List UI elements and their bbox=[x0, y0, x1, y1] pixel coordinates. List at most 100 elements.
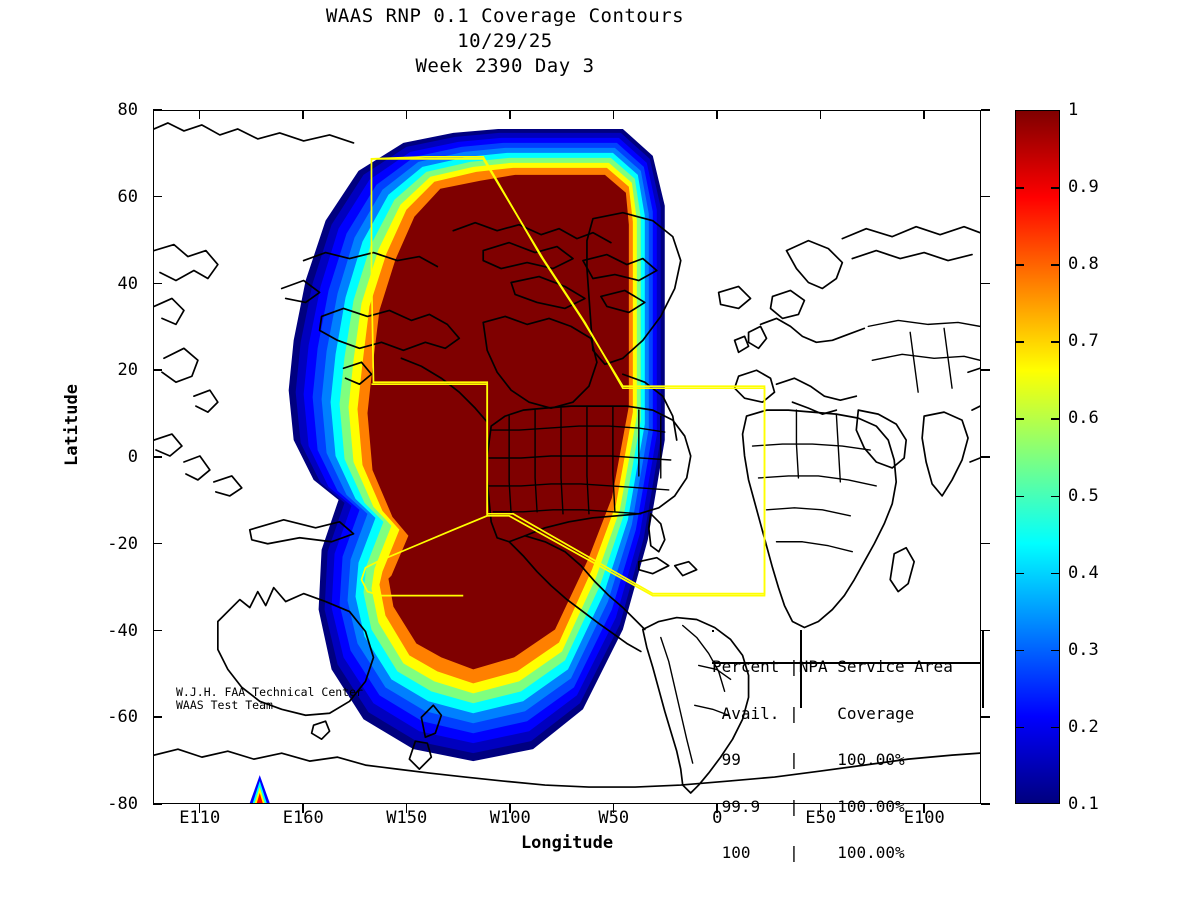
colorbar-tick-mark bbox=[1051, 264, 1059, 266]
colorbar-tick-mark bbox=[1016, 341, 1024, 343]
y-tick-mark bbox=[153, 542, 162, 545]
x-tick-mark-top bbox=[405, 110, 408, 119]
x-tick-label: W100 bbox=[489, 808, 531, 828]
x-tick-mark bbox=[302, 804, 304, 813]
colorbar-tick-label: 0.1 bbox=[1068, 794, 1099, 814]
npa-table-row: 100 | 100.00% bbox=[712, 843, 944, 862]
y-axis-title: Latitude bbox=[62, 384, 82, 466]
title-line-1: WAAS RNP 0.1 Coverage Contours bbox=[325, 5, 685, 27]
y-tick-mark bbox=[153, 109, 162, 111]
colorbar-tick-mark bbox=[1016, 726, 1024, 729]
colorbar bbox=[1015, 110, 1060, 804]
x-tick-mark bbox=[198, 804, 201, 813]
npa-service-area-table: Percent |NPA Service Area Avail. | Cover… bbox=[712, 628, 953, 876]
colorbar-tick-mark bbox=[1051, 418, 1059, 421]
y-tick-label: 20 bbox=[117, 360, 138, 381]
y-tick-mark bbox=[153, 803, 162, 805]
x-tick-mark bbox=[509, 804, 511, 813]
npa-table-header-row-2: Avail. | Coverage bbox=[712, 703, 953, 723]
map-plot-area bbox=[153, 110, 981, 804]
y-tick-label: -80 bbox=[107, 794, 138, 814]
colorbar-tick-label: 0.7 bbox=[1068, 331, 1099, 352]
y-tick-mark-right bbox=[981, 716, 990, 718]
polar-contour-artifact bbox=[249, 775, 270, 803]
colorbar-tick-label: 0.3 bbox=[1068, 639, 1099, 660]
chart-title-block: WAAS RNP 0.1 Coverage Contours 10/29/25 … bbox=[0, 4, 1010, 79]
coastlines bbox=[154, 122, 980, 794]
colorbar-tick-mark bbox=[1016, 572, 1024, 575]
x-tick-mark bbox=[612, 804, 615, 813]
x-tick-label: E100 bbox=[903, 808, 945, 828]
world-map-svg bbox=[154, 122, 980, 803]
y-tick-mark bbox=[153, 716, 162, 718]
colorbar-tick-label: 0.4 bbox=[1068, 562, 1099, 583]
colorbar-tick-mark bbox=[1051, 572, 1059, 575]
colorbar-gradient bbox=[1016, 111, 1059, 803]
y-tick-label: -60 bbox=[107, 707, 138, 728]
colorbar-tick-label: 0.8 bbox=[1068, 254, 1099, 275]
colorbar-tick-label: 0.2 bbox=[1068, 716, 1099, 737]
title-line-3: Week 2390 Day 3 bbox=[415, 55, 595, 77]
colorbar-tick-mark bbox=[1051, 187, 1059, 189]
y-tick-mark bbox=[153, 195, 162, 198]
x-tick-mark-top bbox=[509, 110, 511, 119]
colorbar-tick-label: 0.5 bbox=[1068, 485, 1099, 506]
x-tick-label: E160 bbox=[282, 808, 324, 828]
credit-line-2: WAAS Test Team bbox=[176, 698, 273, 712]
y-tick-mark bbox=[153, 629, 162, 632]
x-tick-mark-top bbox=[302, 110, 304, 119]
y-tick-mark-right bbox=[981, 109, 990, 111]
x-tick-label: 0 bbox=[712, 808, 723, 828]
colorbar-tick-mark bbox=[1051, 726, 1059, 729]
y-tick-mark-right bbox=[981, 369, 990, 371]
x-tick-mark-top bbox=[198, 110, 201, 119]
npa-table-row: 99.9 | 100.00% bbox=[712, 796, 944, 816]
y-tick-mark-right bbox=[981, 282, 990, 285]
y-tick-label: -20 bbox=[107, 533, 138, 554]
colorbar-tick-label: 0.6 bbox=[1068, 408, 1099, 429]
npa-service-area-polygon bbox=[360, 156, 766, 597]
colorbar-tick-mark bbox=[1016, 418, 1024, 421]
x-tick-mark-top bbox=[923, 110, 925, 119]
y-tick-label: 60 bbox=[117, 186, 138, 207]
x-tick-mark-top bbox=[716, 110, 718, 119]
y-tick-mark-right bbox=[981, 456, 990, 458]
y-tick-mark-right bbox=[981, 629, 990, 632]
y-tick-label: 0 bbox=[127, 447, 138, 467]
npa-table-divider bbox=[800, 630, 802, 708]
x-tick-label: W150 bbox=[386, 808, 428, 828]
y-tick-label: -40 bbox=[107, 620, 138, 641]
colorbar-tick-mark bbox=[1016, 187, 1024, 189]
colorbar-tick-mark bbox=[1051, 495, 1059, 498]
y-tick-label: 80 bbox=[117, 100, 138, 120]
credit-text: W.J.H. FAA Technical Center WAAS Test Te… bbox=[176, 686, 363, 712]
colorbar-tick-mark bbox=[1016, 264, 1024, 266]
x-tick-mark bbox=[405, 804, 408, 813]
x-tick-mark bbox=[716, 804, 718, 813]
y-tick-mark-right bbox=[981, 542, 990, 545]
colorbar-tick-mark bbox=[1016, 495, 1024, 498]
x-tick-mark-top bbox=[819, 110, 822, 119]
x-tick-label: W50 bbox=[598, 808, 630, 828]
colorbar-tick-label: 0.9 bbox=[1068, 177, 1099, 198]
colorbar-tick-mark bbox=[1051, 649, 1059, 652]
colorbar-tick-mark bbox=[1016, 649, 1024, 652]
x-tick-mark bbox=[923, 804, 925, 813]
credit-line-1: W.J.H. FAA Technical Center bbox=[176, 685, 363, 699]
npa-table-row: 99 | 100.00% bbox=[712, 750, 944, 769]
y-tick-mark-right bbox=[981, 195, 990, 198]
y-tick-mark bbox=[153, 282, 162, 285]
npa-table-top-rule bbox=[712, 630, 714, 632]
y-tick-label: 40 bbox=[117, 273, 138, 294]
npa-table-header-rule bbox=[712, 662, 980, 664]
x-tick-label: E50 bbox=[805, 808, 837, 828]
npa-table-right-edge bbox=[982, 630, 984, 708]
x-tick-label: E110 bbox=[179, 808, 221, 828]
x-tick-mark bbox=[819, 804, 822, 813]
y-tick-mark bbox=[153, 456, 162, 458]
title-line-2: 10/29/25 bbox=[457, 30, 553, 52]
x-tick-mark-top bbox=[612, 110, 615, 119]
colorbar-tick-label: 1 bbox=[1068, 100, 1079, 120]
y-tick-mark-right bbox=[981, 803, 990, 805]
y-tick-mark bbox=[153, 369, 162, 371]
